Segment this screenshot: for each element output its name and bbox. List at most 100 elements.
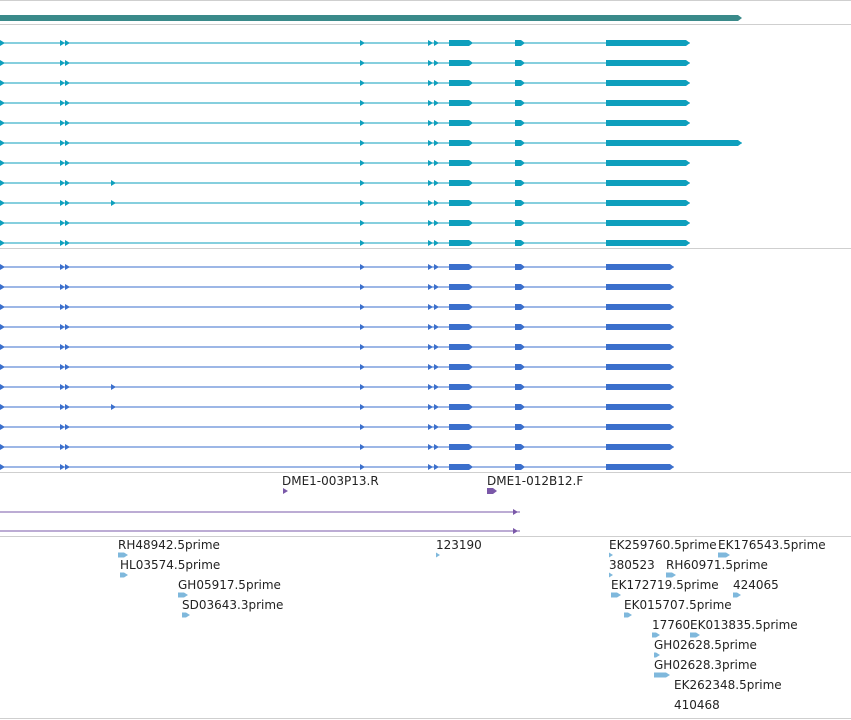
transcript-exon-marker <box>428 160 433 166</box>
protein-exon-marker <box>360 344 365 350</box>
transcript-exon-marker <box>65 220 70 226</box>
transcript-exon-marker <box>65 240 70 246</box>
protein-exon <box>515 324 525 330</box>
transcript-exon <box>515 120 525 126</box>
est-label[interactable]: GH02628.5prime <box>654 638 757 652</box>
primer-marker <box>487 488 497 494</box>
est-label[interactable]: SD03643.3prime <box>182 598 284 612</box>
transcript-exon-marker <box>60 80 65 86</box>
primer-label[interactable]: DME1-012B12.F <box>487 474 584 488</box>
est-label[interactable]: EK259760.5prime <box>609 538 717 552</box>
transcript-exon-marker <box>60 120 65 126</box>
transcript-exon-marker <box>360 160 365 166</box>
transcript-exon-marker <box>360 200 365 206</box>
est-label[interactable]: RH48942.5prime <box>118 538 220 552</box>
protein-exon-marker <box>360 464 365 470</box>
primer-end-marker <box>513 509 518 515</box>
protein-exon-marker <box>434 444 439 450</box>
protein-exon-marker <box>0 444 5 450</box>
protein-exon-marker <box>428 284 433 290</box>
est-label[interactable]: EK262348.5prime <box>674 678 782 692</box>
protein-exon <box>515 444 525 450</box>
transcript-exon <box>606 80 690 86</box>
transcript-exon-marker <box>60 240 65 246</box>
est-label[interactable]: 380523 <box>609 558 655 572</box>
transcript-exon <box>515 220 525 226</box>
est-label[interactable]: 424065 <box>733 578 779 592</box>
est-label[interactable]: EK015707.5prime <box>624 598 732 612</box>
transcript-exon-marker <box>428 240 433 246</box>
transcript-exon <box>515 60 525 66</box>
est-glyph <box>182 612 190 618</box>
est-label[interactable]: RH60971.5prime <box>666 558 768 572</box>
est-label[interactable]: EK172719.5prime <box>611 578 719 592</box>
transcript-exon-marker <box>428 200 433 206</box>
est-label[interactable]: 410468 <box>674 698 720 712</box>
transcript-exon-marker <box>65 120 70 126</box>
transcript-exon-marker <box>60 200 65 206</box>
protein-exon-marker <box>428 404 433 410</box>
transcript-exon-marker <box>360 60 365 66</box>
est-label[interactable]: GH02628.3prime <box>654 658 757 672</box>
protein-exon <box>515 424 525 430</box>
protein-exon <box>606 304 674 310</box>
transcript-exon <box>449 200 473 206</box>
protein-exon-marker <box>434 324 439 330</box>
est-label[interactable]: GH05917.5prime <box>178 578 281 592</box>
est-label[interactable]: HL03574.5prime <box>120 558 221 572</box>
transcript-exon-marker <box>0 180 5 186</box>
track-divider <box>0 472 851 473</box>
transcript-exon <box>606 240 690 246</box>
est-label[interactable]: 123190 <box>436 538 482 552</box>
primer-label[interactable]: DME1-003P13.R <box>282 474 379 488</box>
protein-exon-marker <box>360 384 365 390</box>
est-label[interactable]: EK013835.5prime <box>690 618 798 632</box>
protein-exon-marker <box>360 424 365 430</box>
protein-exon-marker <box>65 444 70 450</box>
protein-exon-marker <box>428 364 433 370</box>
protein-exon-marker <box>360 284 365 290</box>
protein-exon-marker <box>0 464 5 470</box>
est-glyph <box>120 572 128 578</box>
transcript-exon <box>606 100 690 106</box>
transcript-exon <box>449 140 473 146</box>
transcript-exon <box>515 180 525 186</box>
transcript-exon-marker <box>0 100 5 106</box>
protein-exon-marker <box>360 404 365 410</box>
protein-exon-marker <box>60 324 65 330</box>
transcript-exon <box>449 220 473 226</box>
transcript-exon-marker <box>360 40 365 46</box>
transcript-exon-marker <box>111 180 116 186</box>
primer-marker <box>283 488 288 494</box>
protein-exon <box>449 364 473 370</box>
protein-exon <box>606 364 674 370</box>
transcript-exon-marker <box>0 120 5 126</box>
transcript-exon <box>606 200 690 206</box>
primer-end-marker <box>513 528 518 534</box>
est-glyph <box>652 632 660 638</box>
transcript-exon <box>449 100 473 106</box>
transcript-exon-marker <box>360 240 365 246</box>
track-divider <box>0 0 851 1</box>
protein-exon <box>606 444 674 450</box>
protein-exon-marker <box>428 384 433 390</box>
transcript-exon <box>515 200 525 206</box>
est-label[interactable]: EK176543.5prime <box>718 538 826 552</box>
protein-exon-marker <box>60 444 65 450</box>
track-divider <box>0 248 851 249</box>
protein-exon <box>515 284 525 290</box>
transcript-exon-marker <box>65 140 70 146</box>
est-glyph <box>436 552 440 558</box>
est-glyph <box>611 592 621 598</box>
protein-exon-marker <box>0 304 5 310</box>
transcript-exon <box>606 60 690 66</box>
protein-exon <box>606 424 674 430</box>
est-label[interactable]: 17760 <box>652 618 691 632</box>
protein-exon-marker <box>60 304 65 310</box>
est-glyph <box>178 592 188 598</box>
transcript-exon-marker <box>60 100 65 106</box>
protein-exon-marker <box>434 464 439 470</box>
transcript-exon-marker <box>60 140 65 146</box>
protein-exon <box>606 404 674 410</box>
